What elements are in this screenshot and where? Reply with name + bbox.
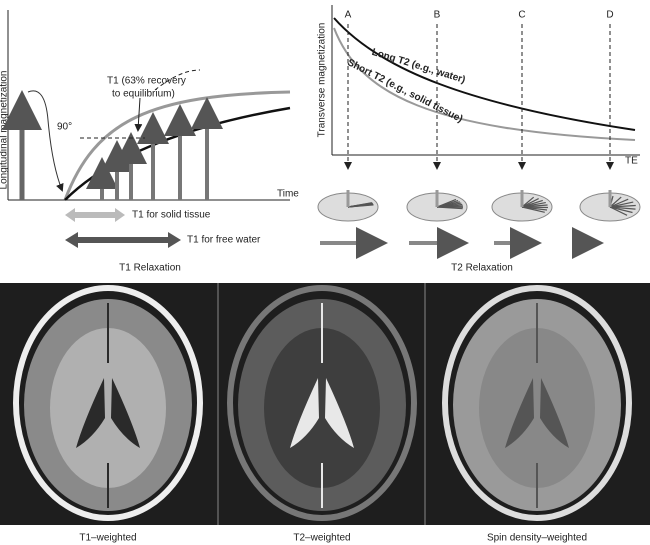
t1-panel: Longitudinal magnetization Time 90° T1 (… xyxy=(0,10,299,274)
spin-vector xyxy=(521,206,545,213)
solid-label: T1 for solid tissue xyxy=(132,210,211,221)
white-matter xyxy=(264,328,380,488)
time-points: A B C D xyxy=(317,10,641,259)
ventricles xyxy=(76,378,140,448)
spin-vector xyxy=(609,206,633,214)
x-axis-label: Time xyxy=(277,189,299,200)
short-curve xyxy=(333,27,636,141)
spin-vector xyxy=(347,204,374,208)
skull xyxy=(227,285,417,521)
spin-vector xyxy=(609,204,636,208)
annotation-dash xyxy=(154,69,201,91)
image-caption: T1–weighted xyxy=(79,533,136,544)
x-axis-label: TE xyxy=(625,156,638,167)
annotation-arrow xyxy=(134,97,143,132)
solid-curve xyxy=(63,90,291,201)
ventricles xyxy=(290,378,354,448)
time-point-label: C xyxy=(518,10,525,21)
recovery-vectors xyxy=(86,97,223,200)
annotation: T1 (63% recovery xyxy=(107,76,186,87)
skull xyxy=(13,285,203,521)
spin-vector xyxy=(436,206,463,210)
water-label: T1 for free water xyxy=(187,235,261,246)
ventricles xyxy=(505,378,569,448)
long-curve xyxy=(333,17,636,131)
time-point-label: A xyxy=(345,10,352,21)
white-matter xyxy=(50,328,166,488)
time-point-label: B xyxy=(434,10,441,21)
y-axis-label: Longitudinal magnetization xyxy=(0,71,10,190)
spin-vector xyxy=(609,198,629,208)
white-matter xyxy=(479,328,595,488)
spin-vector xyxy=(609,206,628,216)
spin-vector xyxy=(609,196,622,208)
skull xyxy=(442,285,632,521)
water-curve xyxy=(64,106,291,201)
time-point-label: D xyxy=(606,10,613,21)
spin-vector xyxy=(609,206,636,210)
image-caption: Spin density–weighted xyxy=(487,533,587,544)
flip-arrow xyxy=(27,90,64,192)
image-caption: T2–weighted xyxy=(293,533,350,544)
solid-span xyxy=(65,208,125,222)
t2-panel: Transverse magnetization TE Long T2 (e.g… xyxy=(317,5,641,274)
y-axis-label: Transverse magnetization xyxy=(317,23,328,138)
annotation: to equilibrium) xyxy=(112,89,175,100)
panel-caption: T1 Relaxation xyxy=(119,263,181,274)
brains: T1–weighted T2–weighted Spin density–weigh… xyxy=(13,285,632,544)
angle-label: 90° xyxy=(57,122,72,133)
panel-caption: T2 Relaxation xyxy=(451,263,513,274)
water-span xyxy=(65,232,181,248)
